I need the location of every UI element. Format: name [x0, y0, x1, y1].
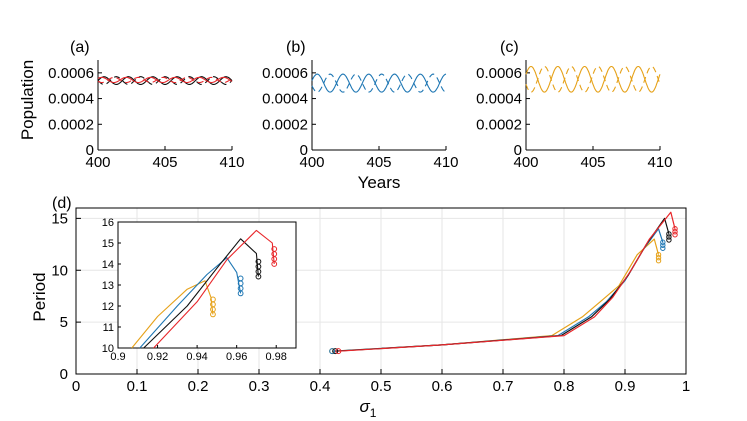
panel-b-xlabel: Years	[358, 173, 401, 192]
panel-b-plot: 0 0.0002 0.0004 0.0006 400 405 410	[262, 60, 459, 171]
panel-a-ytick-label: 0	[86, 142, 94, 159]
panel-a-ytick-label: 0.0006	[48, 65, 94, 82]
panel-d-xtick-label: 0	[72, 378, 80, 395]
inset-series-black	[143, 238, 259, 349]
panel-d-xtick-label: 0.2	[188, 378, 209, 395]
panel-a-xtick-label: 405	[152, 154, 177, 171]
panel-d-xtick-label: 0.5	[371, 378, 392, 395]
inset-end-marker-black	[255, 258, 262, 265]
panel-b-ytick-label: 0.0004	[262, 91, 308, 108]
panel-d-end-marker-black	[666, 237, 672, 243]
inset-ytick-label: 11	[103, 322, 114, 334]
panel-c-label: (c)	[500, 39, 519, 56]
panel-d-series-red	[338, 211, 676, 352]
panel-d-ytick-label: 15	[51, 210, 68, 227]
panel-d-xtick-label: 0.9	[615, 378, 636, 395]
panel-c-xtick-label: 400	[513, 154, 538, 171]
panel-d-end-marker-red	[672, 229, 678, 235]
panel-d-start-marker-blue	[329, 348, 336, 355]
inset-plot: 0.9 0.92 0.94 0.96 0.98 10 11 12 13 14 15 16	[102, 217, 297, 363]
inset-end-marker-blue	[237, 275, 244, 282]
panel-c: (c) 0 0.0002 0.0004 0.0006 400 405 410	[476, 39, 672, 171]
panel-d-start-marker-black	[332, 348, 339, 355]
panel-d-end-marker-blue	[660, 242, 666, 248]
panel-d-xtick-label: 0.1	[127, 378, 148, 395]
panel-d-ytick-label: 10	[51, 262, 68, 279]
panel-d-end-marker-red	[672, 226, 678, 232]
panel-b-xtick-label: 410	[433, 154, 458, 171]
panel-c-xtick-label: 410	[647, 154, 672, 171]
panel-c-ytick-label: 0.0004	[476, 91, 522, 108]
panel-b-series-blue-dashed	[311, 73, 447, 93]
inset-series-red	[153, 229, 275, 349]
inset-ytick-label: 12	[102, 301, 114, 313]
panel-d-end-marker-red	[672, 232, 678, 238]
inset-ytick-label: 14	[102, 259, 114, 271]
panel-d-end-marker-blue	[660, 245, 666, 251]
inset-xtick-label: 0.94	[186, 351, 207, 363]
inset-xtick-label: 0.92	[147, 351, 168, 363]
panel-c-series-orange-dashed	[525, 65, 661, 93]
panel-d-end-marker-black	[666, 231, 672, 237]
panel-d-xtick-label: 0.8	[554, 378, 575, 395]
panel-b-label: (b)	[286, 39, 306, 56]
inset-xtick-label: 0.9	[110, 351, 125, 363]
inset-ytick-label: 13	[102, 280, 114, 292]
panel-a-series-black-dashed	[97, 76, 233, 85]
inset-xtick-label: 0.96	[226, 351, 247, 363]
panel-c-xtick-label: 405	[580, 154, 605, 171]
inset-ytick-label: 15	[102, 238, 114, 250]
panel-d-xtick-label: 1	[682, 378, 690, 395]
panel-c-plot: 0 0.0002 0.0004 0.0006 400 405 410	[476, 60, 673, 171]
panel-b-ytick-label: 0	[300, 142, 308, 159]
panel-b-ytick-label: 0.0002	[262, 116, 308, 133]
panel-b-xtick-label: 400	[299, 154, 324, 171]
inset-end-marker-orange	[210, 296, 216, 303]
panel-c-ytick-label: 0.0006	[476, 65, 522, 82]
panel-d-end-marker-orange	[655, 254, 662, 261]
panel-b-series-blue-solid	[311, 73, 447, 93]
inset-series-orange	[131, 280, 214, 349]
inset-xtick-label: 0.98	[266, 351, 287, 363]
panel-d-xtick-label: 0.6	[432, 378, 453, 395]
panel-c-ytick-label: 0	[514, 142, 522, 159]
panel-d-xtick-label: 0.3	[249, 378, 270, 395]
inset-ytick-label: 10	[102, 343, 114, 355]
inset-ytick-label: 16	[102, 217, 114, 229]
panel-a: (a) Population 0 0.0002 0.0004 0.0006 400 405…	[18, 39, 245, 171]
panel-d-xlabel: σ1	[360, 397, 377, 420]
panel-b-ytick-label: 0.0006	[262, 65, 308, 82]
panel-d-start-marker-red	[335, 348, 342, 355]
panel-d-end-marker-black	[666, 234, 672, 240]
panel-d-xlabel-symbol: σ	[360, 397, 371, 416]
panel-d-ytick-label: 0	[60, 366, 68, 383]
inset-series-blue	[139, 257, 242, 349]
panel-d-ytick-label: 5	[60, 314, 68, 331]
panel-a-ytick-label: 0.0004	[48, 91, 94, 108]
panel-d-xtick-label: 0.4	[310, 378, 331, 395]
panel-a-ylabel: Population	[18, 60, 37, 140]
panel-c-series-orange-solid	[525, 65, 661, 93]
panel-a-series-red-dashed	[97, 76, 233, 84]
panel-d-label: (d)	[52, 195, 72, 212]
inset: 0.9 0.92 0.94 0.96 0.98 10 11 12 13 14 15 16	[102, 217, 297, 363]
panel-d-ylabel: Period	[30, 272, 49, 321]
panel-d-end-marker-orange	[655, 251, 662, 258]
panel-d-end-marker-orange	[655, 257, 662, 264]
panel-c-ytick-label: 0.0002	[476, 116, 522, 133]
panel-a-xtick-label: 400	[85, 154, 110, 171]
panel-d-xtick-label: 0.7	[493, 378, 514, 395]
panel-d-xlabel-subscript: 1	[370, 406, 377, 420]
panel-b-xtick-label: 405	[366, 154, 391, 171]
inset-end-marker-red	[271, 246, 278, 252]
panel-b: (b) Years 0 0.0002 0.0004 0.0006 400 405 410	[262, 39, 458, 192]
panel-d-end-marker-blue	[660, 239, 666, 245]
panel-a-label: (a)	[70, 39, 90, 56]
panel-a-xtick-label: 410	[219, 154, 244, 171]
panel-a-plot: 0 0.0002 0.0004 0.0006 400 405 410	[48, 60, 245, 171]
panel-a-ytick-label: 0.0002	[48, 116, 94, 133]
